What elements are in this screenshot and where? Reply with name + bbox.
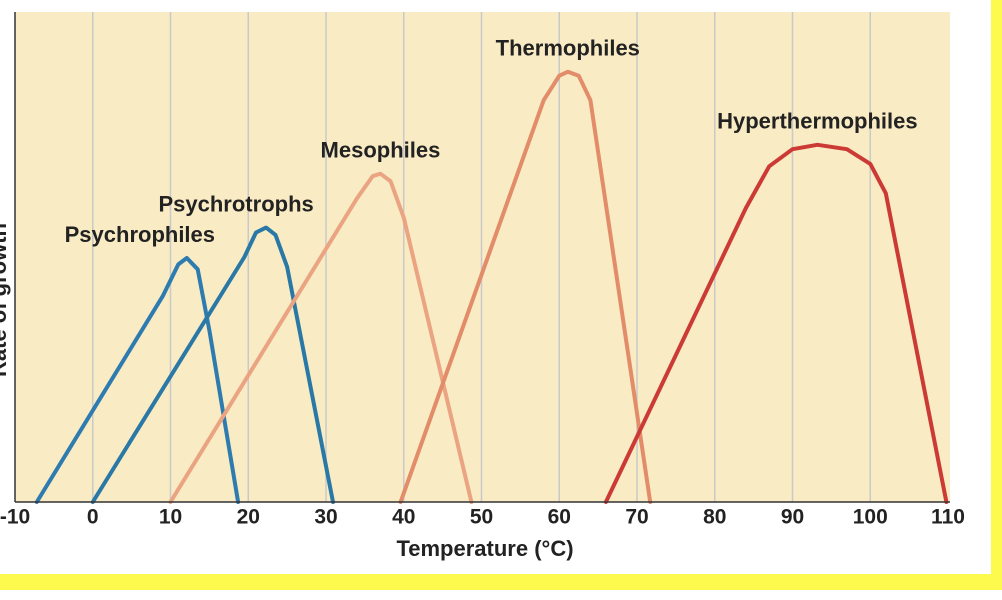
growth-curve	[90, 225, 335, 504]
x-tick-label: 100	[853, 506, 888, 529]
frame-right	[991, 0, 1002, 590]
curve-label: Hyperthermophiles	[717, 109, 918, 134]
x-axis-title: Temperature (°C)	[396, 536, 573, 561]
x-tick-label: 10	[159, 506, 182, 529]
curve-label: Psychrophiles	[65, 222, 215, 247]
plot-area	[15, 12, 950, 502]
growth-curve	[34, 256, 241, 504]
curve-label: Mesophiles	[321, 138, 441, 163]
curve-label: Psychrotrophs	[158, 191, 313, 216]
x-tick-label: 30	[314, 506, 337, 529]
x-tick-label: 80	[703, 506, 726, 529]
y-axis-title: Rate of growth	[0, 223, 11, 377]
x-tick-label: 40	[392, 506, 415, 529]
frame-bottom	[0, 574, 1002, 590]
x-tick-label: 70	[625, 506, 648, 529]
x-tick-label: 60	[548, 506, 571, 529]
x-tick-label: 110	[931, 506, 965, 529]
growth-curve	[398, 69, 653, 504]
growth-curve	[603, 142, 949, 504]
growth-curve	[168, 171, 474, 504]
lines	[34, 69, 949, 504]
x-tick-label: 0	[87, 506, 99, 529]
grid	[92, 12, 871, 502]
x-tick-label: 20	[237, 506, 260, 529]
x-tick-label: 50	[470, 506, 493, 529]
curve-label: Thermophiles	[496, 36, 640, 61]
x-tick-label: -10	[0, 506, 30, 529]
x-tick-label: 90	[781, 506, 804, 529]
